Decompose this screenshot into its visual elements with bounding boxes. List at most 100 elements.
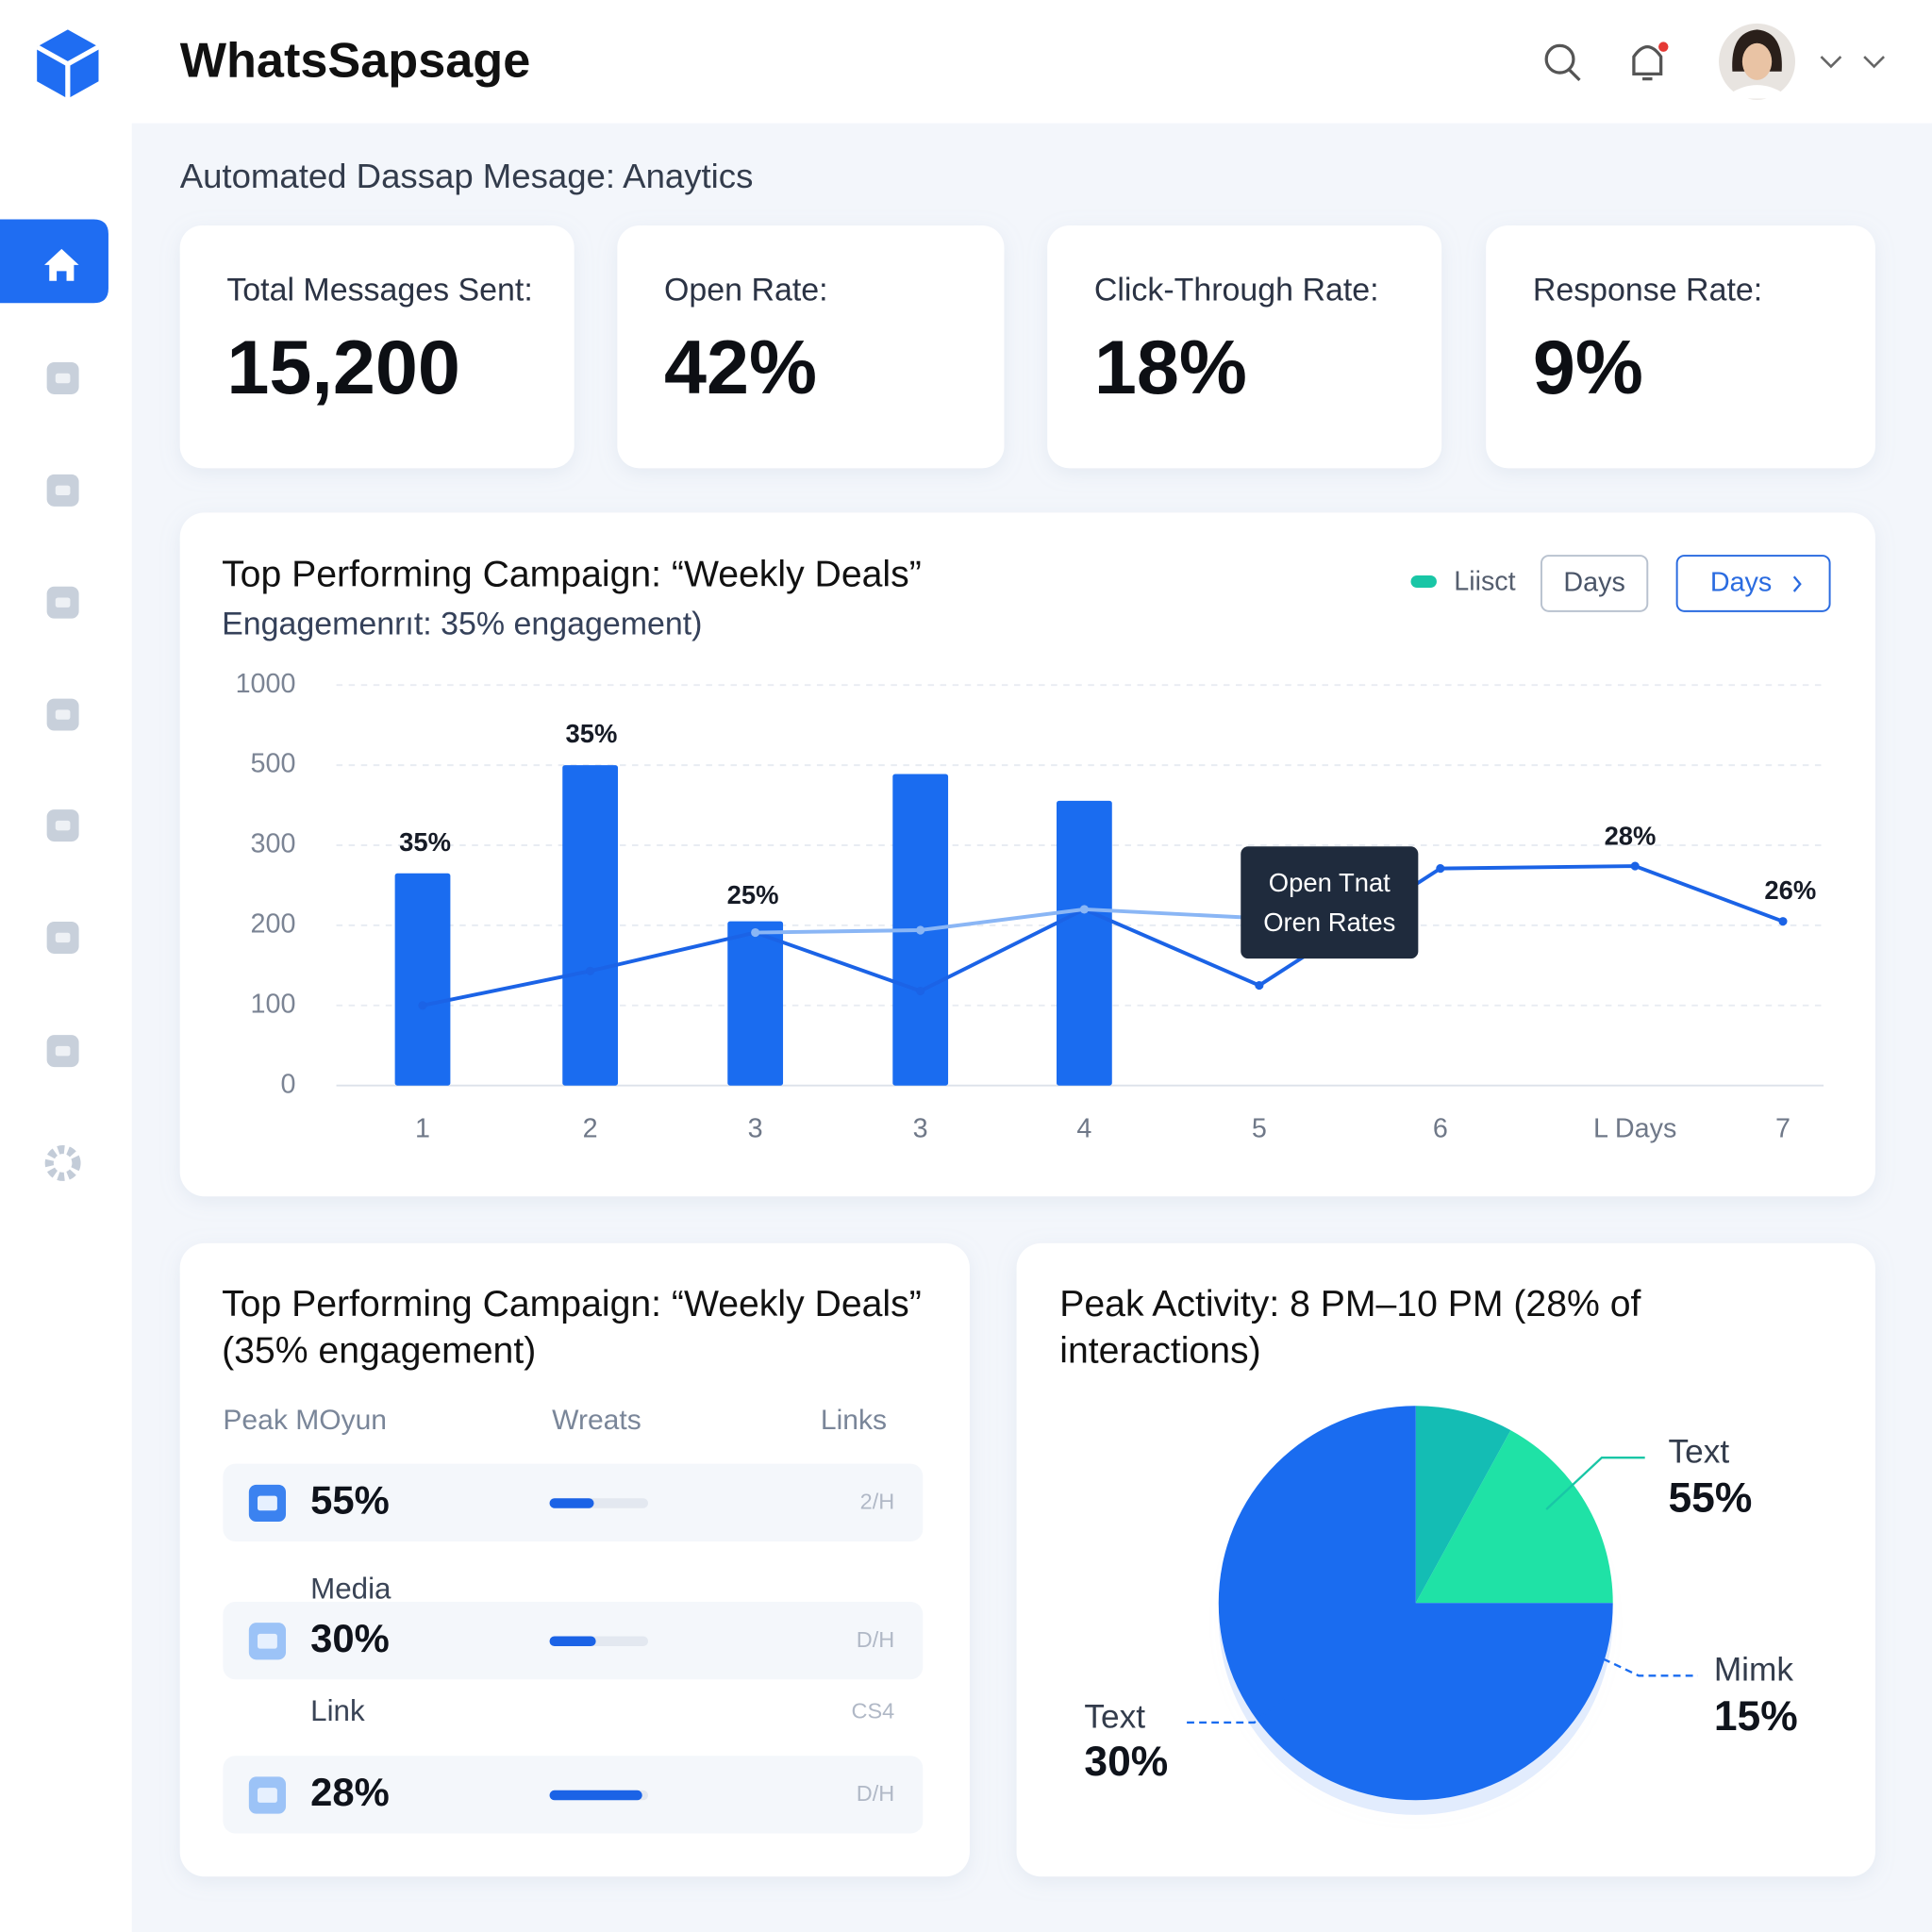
progress-fill: [549, 1498, 594, 1508]
chevron[interactable]: [1863, 56, 1885, 69]
row-icon-detail: [257, 1633, 277, 1649]
kpi-value: 15,200: [226, 325, 460, 410]
y-tick-label: 100: [251, 989, 296, 1019]
row-value: 28%: [310, 1770, 390, 1814]
x-tick-label: 3: [748, 1113, 763, 1143]
nav-icon[interactable]: [44, 1145, 81, 1181]
line-point: [1255, 981, 1264, 991]
x-tick-label: 2: [583, 1113, 598, 1143]
search-icon-handle: [1568, 69, 1581, 82]
control-button[interactable]: [1540, 555, 1649, 612]
kpi-card: [1047, 225, 1442, 469]
bell-badge: [1658, 42, 1669, 52]
row-icon-detail: [257, 1788, 277, 1803]
tooltip-text: Oren Rates: [1263, 908, 1395, 937]
row-note: D/H: [857, 1781, 894, 1806]
kpi-value: 18%: [1094, 325, 1247, 410]
kpi-label: Response Rate:: [1533, 273, 1762, 308]
y-tick-label: 200: [251, 908, 296, 939]
row-icon-detail: [257, 1495, 277, 1511]
nav-icon-detail: [55, 932, 71, 943]
chart-subtitle: Engagemenrıt: 35% engagement): [222, 606, 702, 641]
kpi-card: [179, 225, 575, 469]
x-tick-label: 3: [913, 1113, 928, 1143]
nav-icon-detail: [55, 485, 71, 496]
line: [755, 907, 1259, 935]
pie-slice: [1415, 1406, 1511, 1604]
line-point: [1436, 864, 1445, 874]
control-chevron: [1792, 575, 1802, 592]
bar: [394, 873, 451, 1086]
y-tick-label: 0: [280, 1069, 295, 1099]
column-header: Wreats: [552, 1405, 641, 1436]
bar: [562, 765, 619, 1086]
row-value: 30%: [310, 1616, 390, 1660]
x-tick-label: 5: [1252, 1113, 1267, 1143]
nav-icon-detail: [55, 373, 71, 384]
kpi-value: 42%: [664, 325, 817, 410]
page-title: Automated Dassap Mesage: Anaytics: [180, 157, 754, 195]
nav-icon-detail: [55, 820, 71, 831]
avatar-face: [1741, 42, 1773, 80]
bar: [1057, 800, 1112, 1086]
annotation: 28%: [1605, 821, 1657, 850]
callout-value: 55%: [1668, 1475, 1752, 1522]
column-header: Links: [821, 1405, 887, 1436]
callout-label: Text: [1668, 1434, 1729, 1471]
x-tick-label: L Days: [1593, 1113, 1676, 1143]
row-note: CS4: [852, 1699, 895, 1724]
control-button[interactable]: [1675, 555, 1831, 612]
brand: WhatsSapsage: [180, 34, 531, 89]
x-tick-label: 1: [415, 1113, 430, 1143]
progress-fill: [549, 1790, 642, 1801]
control-label: Days: [1563, 568, 1624, 598]
column-header: Peak MOyun: [223, 1405, 387, 1436]
y-tick-label: 300: [251, 829, 296, 859]
callout-line: [1591, 1652, 1698, 1677]
table-card: [179, 1242, 970, 1877]
chevron[interactable]: [1820, 56, 1842, 69]
line-point: [751, 927, 760, 938]
row-note: D/H: [857, 1627, 894, 1652]
control-label: Days: [1710, 568, 1772, 598]
annotation: 35%: [399, 827, 451, 857]
chart-title: Top Performing Campaign: “Weekly Deals”: [222, 555, 922, 595]
tooltip: [1241, 846, 1419, 959]
x-tick-label: 4: [1076, 1113, 1091, 1143]
chart-title: Peak Activity: 8 PM–10 PM (28% of: [1059, 1284, 1641, 1324]
sidebar: [0, 0, 132, 1932]
chart-title: interactions): [1059, 1330, 1260, 1371]
callout-line: [1185, 1690, 1295, 1724]
pie-slice: [1218, 1406, 1613, 1801]
callout-label: Text: [1084, 1698, 1145, 1735]
line-point: [916, 925, 925, 935]
nav-icon-detail: [55, 709, 71, 720]
y-tick-label: 1000: [236, 669, 296, 699]
kpi-card: [1486, 225, 1875, 469]
tooltip-text: Open Tnat: [1269, 868, 1391, 897]
annotation: 25%: [727, 880, 779, 909]
annotation: 35%: [566, 719, 618, 748]
top-bar: [0, 0, 1932, 124]
line-point: [916, 986, 925, 996]
nav-home-icon: [44, 248, 79, 281]
row-label: Media: [310, 1572, 391, 1605]
bar: [727, 921, 784, 1086]
card-title: Top Performing Campaign: “Weekly Deals”: [222, 1284, 922, 1324]
bell-icon[interactable]: [1632, 45, 1663, 81]
kpi-value: 9%: [1533, 325, 1643, 410]
line-point: [1778, 917, 1788, 926]
kpi-card: [617, 225, 1005, 469]
kpi-label: Open Rate:: [664, 273, 828, 308]
kpi-label: Total Messages Sent:: [226, 273, 532, 308]
y-tick-label: 500: [251, 749, 296, 779]
progress-fill: [549, 1636, 596, 1646]
line-point: [586, 966, 595, 975]
search-icon[interactable]: [1544, 43, 1575, 75]
callout-value: 30%: [1084, 1739, 1168, 1785]
annotation: 26%: [1764, 875, 1816, 905]
nav-icon-detail: [55, 597, 71, 608]
row-note: 2/H: [860, 1490, 895, 1514]
pie-slice: [1415, 1430, 1613, 1604]
